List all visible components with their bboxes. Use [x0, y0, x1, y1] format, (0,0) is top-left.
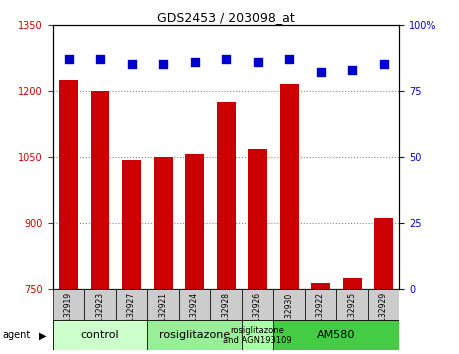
Bar — [53, 289, 84, 320]
Bar — [210, 289, 242, 320]
Bar — [185, 154, 204, 354]
Bar — [273, 289, 305, 320]
Bar — [280, 84, 298, 354]
Text: GSM132925: GSM132925 — [347, 292, 357, 338]
Text: control: control — [81, 330, 119, 341]
Text: rosiglitazone: rosiglitazone — [159, 330, 230, 341]
Point — [65, 56, 72, 62]
Point — [159, 62, 167, 67]
Text: GSM132927: GSM132927 — [127, 292, 136, 338]
Bar — [368, 289, 399, 320]
Point — [191, 59, 198, 64]
Bar — [311, 283, 330, 354]
Text: AM580: AM580 — [317, 330, 356, 341]
Bar — [217, 102, 235, 354]
Point — [254, 59, 261, 64]
Title: GDS2453 / 203098_at: GDS2453 / 203098_at — [157, 11, 295, 24]
Point — [128, 62, 135, 67]
Point — [348, 67, 356, 73]
Text: GSM132924: GSM132924 — [190, 292, 199, 338]
Bar — [59, 80, 78, 354]
Bar — [273, 320, 399, 350]
Bar — [242, 320, 273, 350]
Text: agent: agent — [2, 330, 31, 341]
Text: GSM132928: GSM132928 — [222, 292, 230, 338]
Text: ▶: ▶ — [39, 330, 46, 341]
Bar — [147, 289, 179, 320]
Text: GSM132930: GSM132930 — [285, 292, 294, 338]
Bar — [154, 156, 173, 354]
Point — [317, 69, 324, 75]
Point — [380, 62, 387, 67]
Bar — [342, 278, 362, 354]
Bar — [90, 91, 110, 354]
Bar — [242, 289, 273, 320]
Text: rosiglitazone
and AGN193109: rosiglitazone and AGN193109 — [223, 326, 292, 345]
Point — [96, 56, 104, 62]
Bar — [147, 320, 242, 350]
Text: GSM132919: GSM132919 — [64, 292, 73, 338]
Text: GSM132921: GSM132921 — [158, 292, 168, 338]
Text: GSM132922: GSM132922 — [316, 292, 325, 338]
Bar — [248, 149, 267, 354]
Bar — [122, 160, 141, 354]
Point — [285, 56, 293, 62]
Text: GSM132926: GSM132926 — [253, 292, 262, 338]
Bar — [336, 289, 368, 320]
Bar — [116, 289, 147, 320]
Bar — [84, 289, 116, 320]
Bar — [305, 289, 336, 320]
Text: GSM132929: GSM132929 — [379, 292, 388, 338]
Bar — [53, 320, 147, 350]
Bar — [374, 218, 393, 354]
Text: GSM132923: GSM132923 — [95, 292, 105, 338]
Point — [223, 56, 230, 62]
Bar — [179, 289, 210, 320]
